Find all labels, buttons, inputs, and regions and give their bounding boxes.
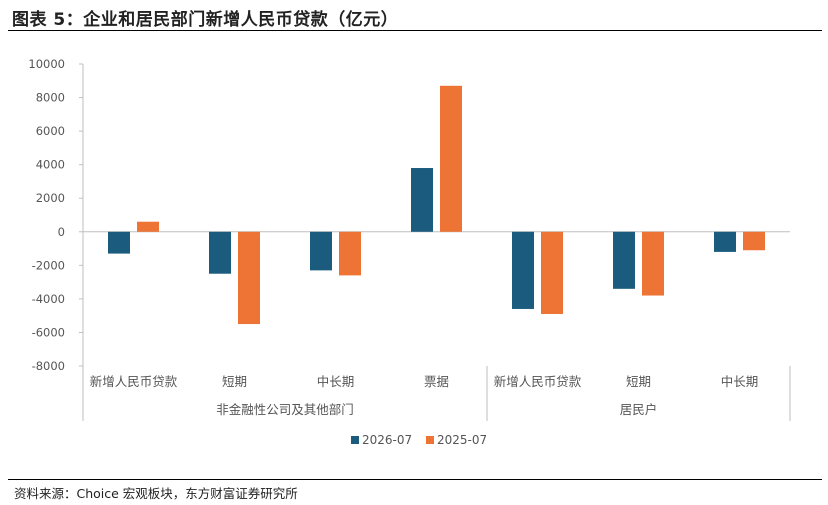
x-category-label: 票据 — [424, 374, 449, 389]
title-underline — [8, 30, 822, 31]
legend: 2026-07 2025-07 — [351, 433, 487, 447]
bar-2026-07-0 — [108, 231, 130, 254]
y-tick-label: -2000 — [32, 258, 65, 272]
y-tick-label: -8000 — [32, 359, 65, 373]
x-category-label: 中长期 — [317, 374, 355, 389]
y-tick-label: -4000 — [32, 292, 65, 306]
legend-label: 2025-07 — [437, 433, 487, 447]
x-group-label: 非金融性公司及其他部门 — [216, 402, 354, 417]
x-category-label: 新增人民币贷款 — [90, 374, 178, 389]
y-axis: -8000 -6000 -4000 -2000 0 2000 4000 6000 8000 100… — [28, 57, 790, 373]
y-tick-label: 8000 — [36, 91, 65, 105]
y-tick-label: 0 — [58, 225, 65, 239]
y-tick-label: 10000 — [28, 57, 65, 71]
bar-2025-07-4 — [541, 231, 563, 314]
bar-2026-07-4 — [512, 231, 534, 309]
bar-2025-07-6 — [743, 231, 765, 251]
bar-2025-07-0 — [137, 221, 159, 232]
bar-2026-07-6 — [714, 231, 736, 252]
legend-label: 2026-07 — [362, 433, 412, 447]
y-tick-label: 4000 — [36, 158, 65, 172]
x-group-label: 居民户 — [620, 402, 658, 417]
bar-2025-07-3 — [440, 85, 462, 232]
source-divider — [8, 479, 822, 480]
bars — [108, 85, 765, 325]
x-category-label: 短期 — [626, 374, 651, 389]
legend-swatch-2026-07 — [351, 436, 359, 444]
bar-2026-07-3 — [411, 168, 433, 232]
y-tick-label: -6000 — [32, 325, 65, 339]
x-category-label: 中长期 — [721, 374, 759, 389]
bar-2025-07-5 — [642, 231, 664, 296]
x-category-label: 新增人民币贷款 — [494, 374, 582, 389]
y-tick-label: 2000 — [36, 191, 65, 205]
x-category-label: 短期 — [222, 374, 247, 389]
y-tick-label: 6000 — [36, 124, 65, 138]
bar-2025-07-2 — [339, 231, 361, 276]
source-note: 资料来源：Choice 宏观板块，东方财富证券研究所 — [14, 486, 298, 501]
bar-2026-07-5 — [613, 231, 635, 289]
chart-title: 图表 5：企业和居民部门新增人民币贷款（亿元） — [12, 10, 399, 30]
bar-2026-07-1 — [209, 231, 231, 274]
legend-swatch-2025-07 — [426, 436, 434, 444]
bar-2025-07-1 — [238, 231, 260, 325]
bar-2026-07-2 — [310, 231, 332, 271]
